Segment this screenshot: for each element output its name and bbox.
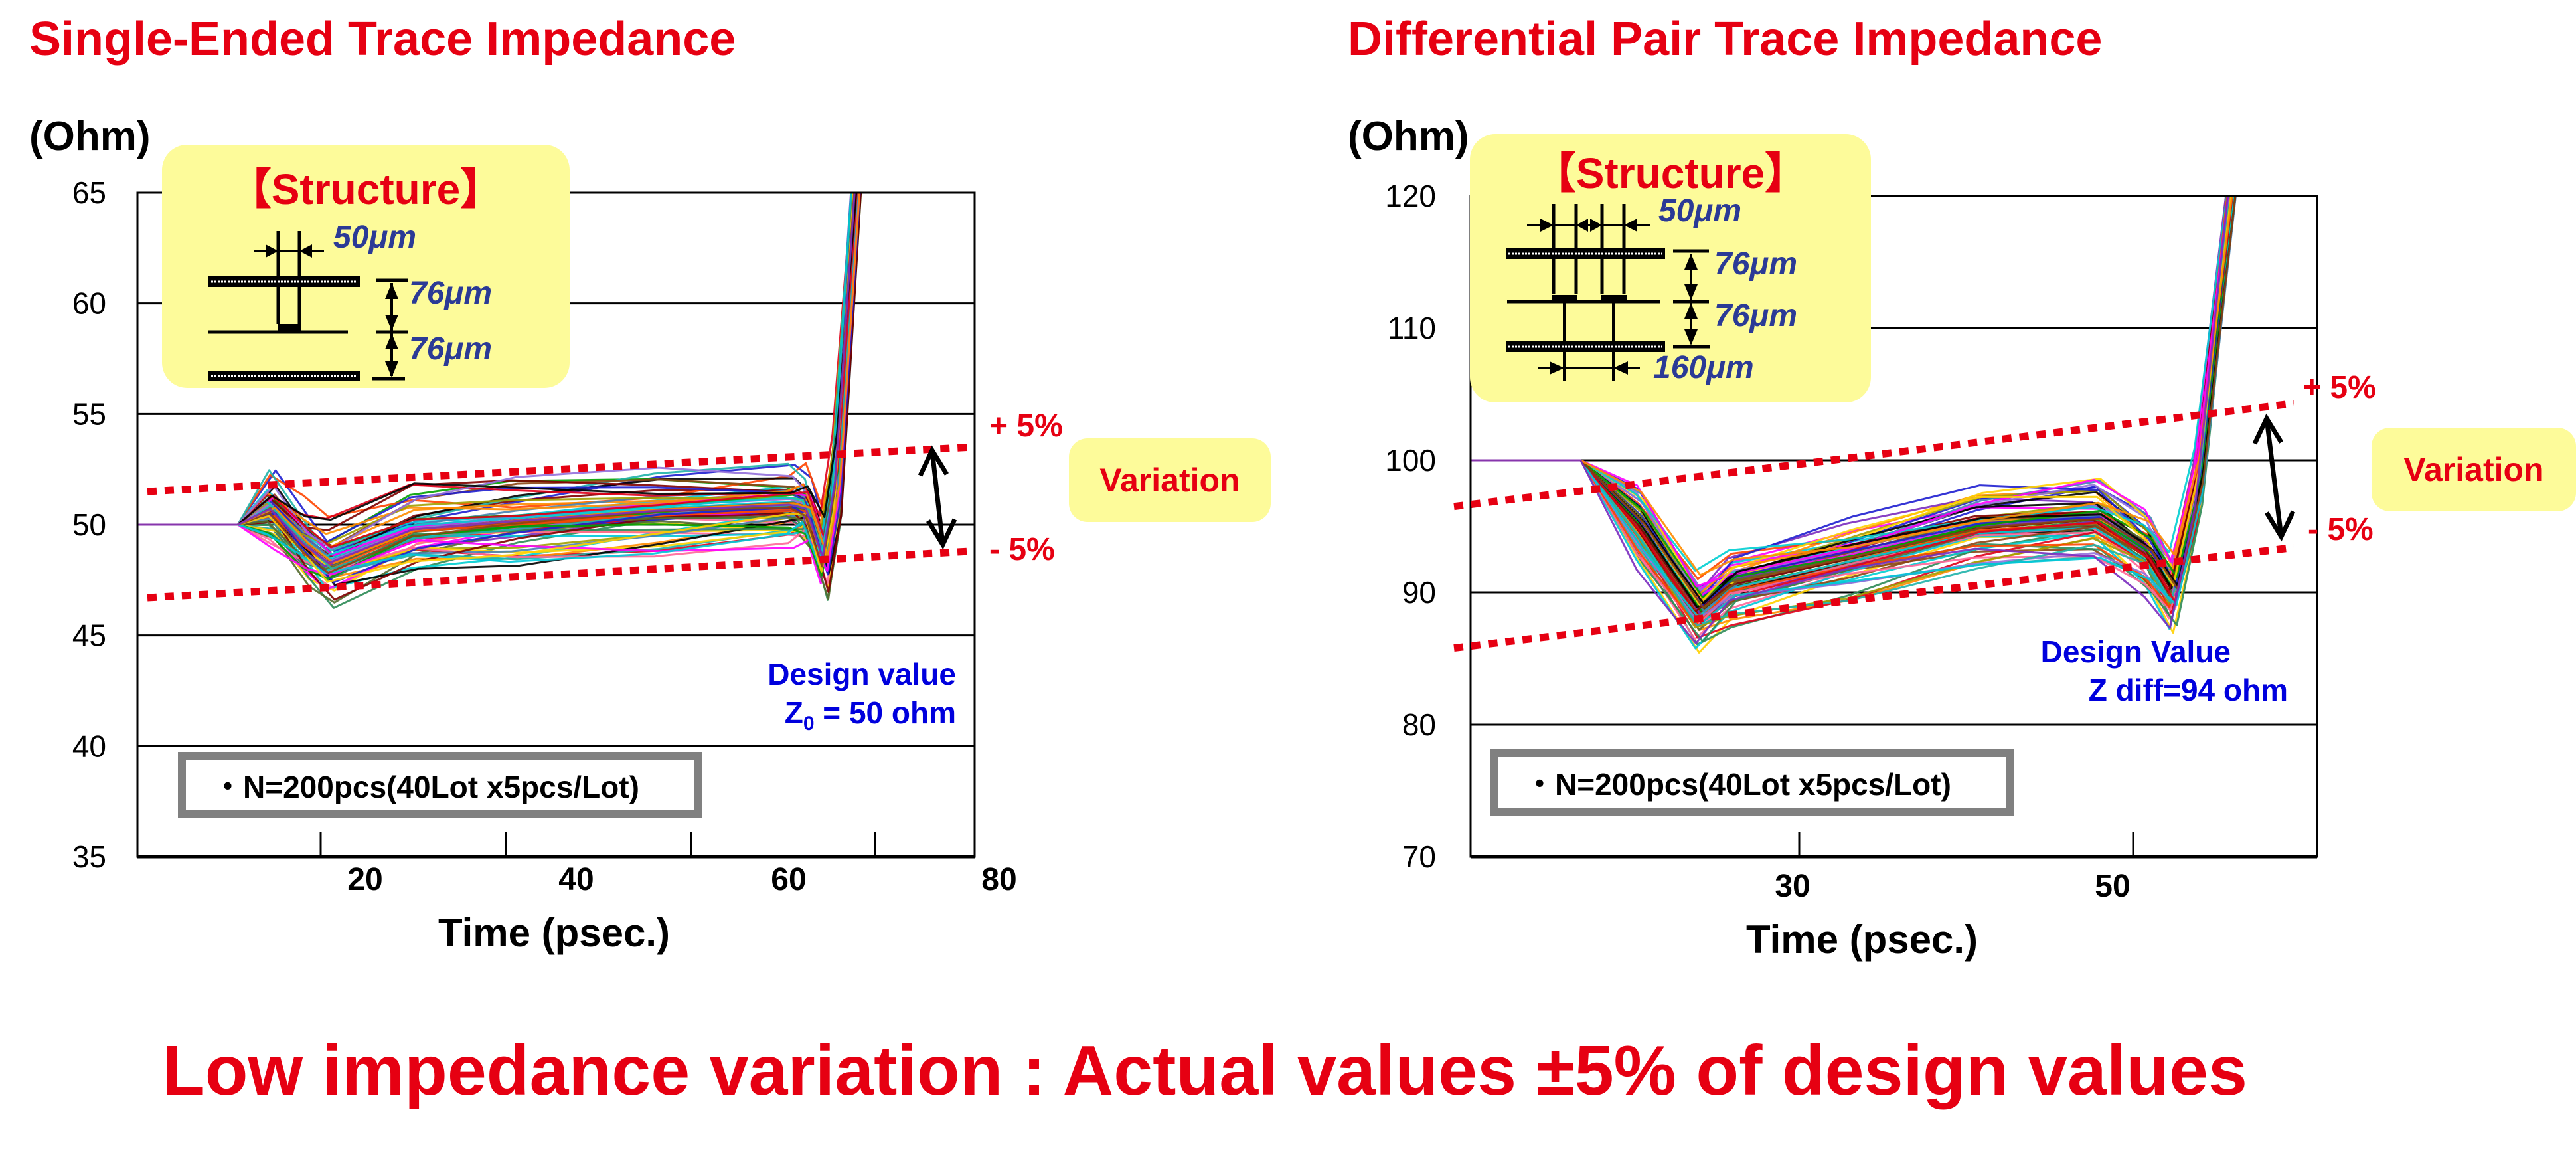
differential-chart: 70 80 90 100 110 120 30 50 — [1385, 179, 2318, 904]
x-tick-label: 20 — [347, 862, 382, 897]
design-value-annotation: Design Value Z diff=94 ohm — [1992, 632, 2288, 709]
impedance-trace — [1471, 196, 2229, 645]
y-tick-label: 55 — [72, 397, 106, 431]
design-value-z0: Z0 = 50 ohm — [784, 695, 956, 735]
variation-arrow — [2264, 418, 2284, 537]
single-ended-stackup-diagram — [208, 231, 408, 381]
variation-badge: Variation — [2372, 428, 2576, 511]
y-tick-label: 80 — [1402, 707, 1436, 742]
chart-title-single-ended: Single-Ended Trace Impedance — [29, 13, 736, 66]
y-tick-label: 120 — [1385, 179, 1436, 213]
trace-width-spacing-label: 50μm — [1658, 193, 1742, 228]
structure-title: 【Structure】 — [1533, 149, 1808, 197]
structure-box: 【Structure】 50μm 76μm 76μm 160μm — [1470, 134, 1871, 402]
impedance-trace — [1471, 196, 2235, 624]
impedance-trace — [1471, 196, 2229, 588]
variation-badge: Variation — [1069, 438, 1271, 522]
y-unit-label: (Ohm) — [1348, 114, 1469, 159]
upper-limit-label: + 5% — [989, 408, 1063, 444]
y-tick-label: 45 — [72, 618, 106, 653]
lower-limit-line — [1453, 543, 2294, 652]
x-tick-label: 30 — [1775, 869, 1810, 904]
y-tick-label: 60 — [72, 286, 106, 321]
impedance-trace — [137, 193, 860, 575]
single-ended-chart: 35 40 45 50 55 60 65 20 40 60 80 — [72, 175, 1017, 897]
x-axis-label: Time (psec.) — [1746, 917, 1978, 962]
y-tick-label: 90 — [1402, 575, 1436, 610]
design-value-zdiff: Z diff=94 ohm — [2088, 673, 2288, 707]
conclusion-banner: Low impedance variation : Actual values … — [162, 1031, 2247, 1110]
y-tick-label: 110 — [1388, 311, 1436, 345]
lower-limit-label: - 5% — [989, 532, 1055, 567]
variation-arrow — [929, 450, 945, 545]
design-value-heading: Design Value — [2040, 634, 2231, 669]
sample-count-note: ・N=200pcs(40Lot x5pcs/Lot) — [178, 752, 702, 818]
lower-dielectric-label: 76μm — [409, 331, 493, 367]
upper-limit-line — [1453, 399, 2294, 511]
upper-limit-label: + 5% — [2302, 370, 2376, 405]
y-tick-label: 35 — [72, 840, 106, 874]
trace-width-label: 50μm — [333, 220, 417, 255]
arrow-head-down — [2265, 510, 2296, 542]
design-value-annotation: Design value Z0 = 50 ohm — [704, 655, 956, 743]
chart-title-differential: Differential Pair Trace Impedance — [1348, 13, 2103, 66]
x-tick-label: 80 — [981, 862, 1016, 897]
sample-count-note: ・N=200pcs(40Lot x5pcs/Lot) — [1490, 749, 2014, 816]
y-tick-label: 40 — [72, 729, 106, 763]
impedance-trace — [137, 193, 855, 580]
y-tick-label: 70 — [1402, 840, 1436, 874]
x-tick-label: 50 — [2095, 869, 2130, 904]
impedance-trace — [137, 193, 853, 526]
x-tick-label: 40 — [558, 862, 594, 897]
impedance-trace — [137, 193, 856, 575]
lower-limit-label: - 5% — [2308, 512, 2374, 547]
lower-dielectric-label: 76μm — [1714, 298, 1798, 333]
y-unit-label: (Ohm) — [29, 114, 151, 159]
upper-dielectric-label: 76μm — [1714, 246, 1798, 282]
x-tick-label: 60 — [771, 862, 806, 897]
upper-dielectric-label: 76μm — [409, 276, 493, 311]
structure-title: 【Structure】 — [228, 165, 503, 213]
arrow-head-up — [918, 445, 949, 477]
y-tick-label: 100 — [1385, 443, 1436, 478]
impedance-trace — [137, 193, 858, 526]
differential-stackup-diagram — [1506, 204, 1710, 381]
x-axis-label: Time (psec.) — [438, 911, 671, 955]
arrow-head-down — [926, 518, 957, 550]
arrow-head-up — [2252, 413, 2283, 445]
structure-box: 【Structure】 50μm 76μm 76μm — [162, 145, 570, 388]
impedance-trace — [137, 193, 855, 583]
y-tick-label: 65 — [72, 175, 106, 210]
design-value-heading: Design value — [767, 657, 956, 691]
y-tick-label: 50 — [72, 507, 106, 542]
pair-pitch-label: 160μm — [1653, 350, 1754, 385]
